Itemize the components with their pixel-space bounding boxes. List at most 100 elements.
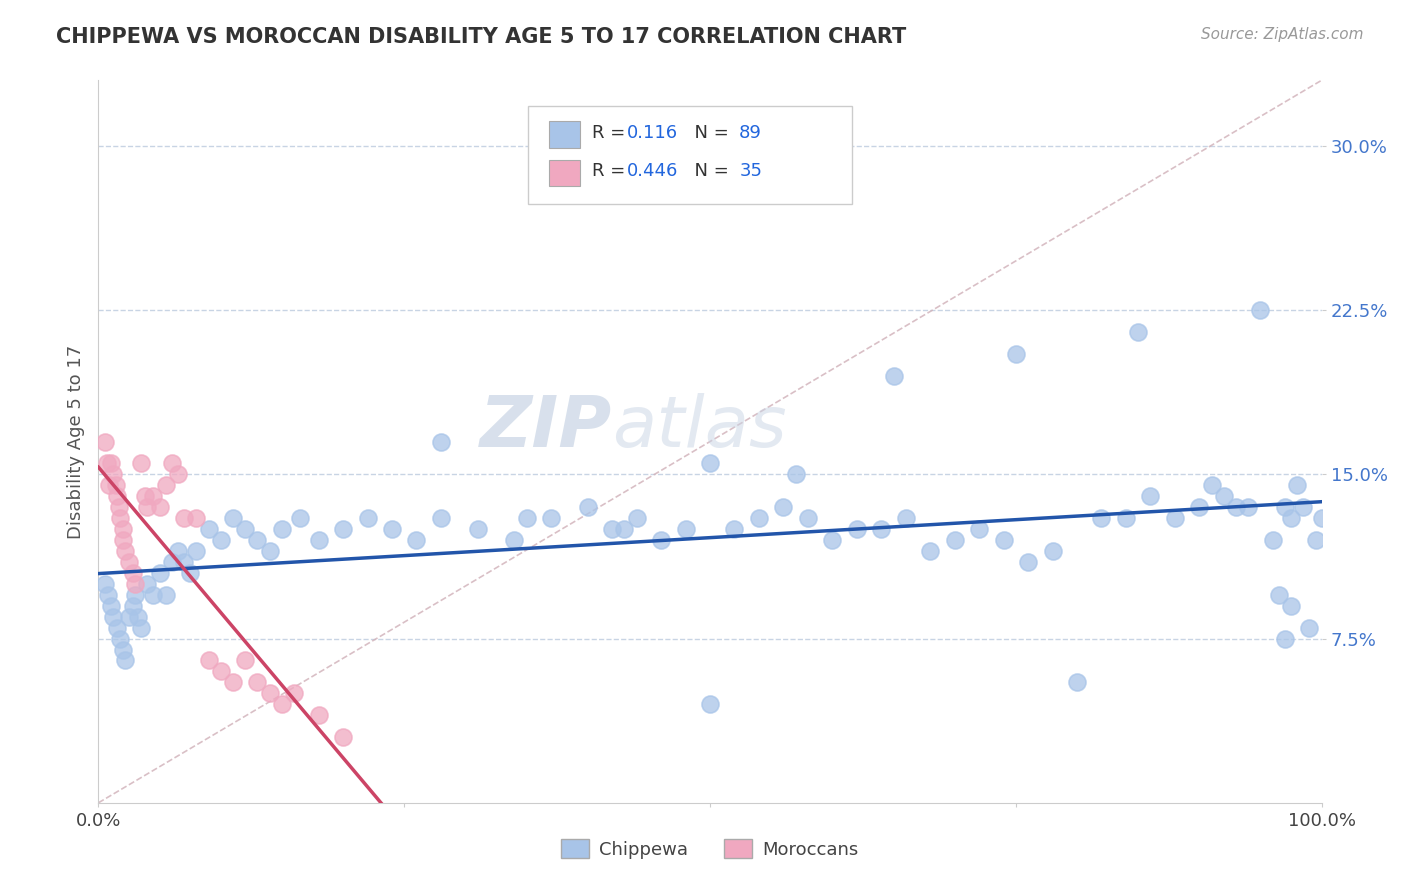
Point (1066, 675, 1088, 690)
Point (186, 511, 208, 525)
Point (785, 467, 807, 482)
Point (101, 467, 124, 482)
Point (197, 522, 219, 536)
Point (270, 698, 294, 712)
Point (613, 522, 636, 536)
Point (93, 577, 115, 591)
Text: R =: R = (592, 124, 630, 142)
Point (650, 533, 672, 547)
Point (110, 632, 132, 646)
Point (136, 500, 159, 515)
Point (308, 533, 330, 547)
Point (111, 642, 134, 657)
Point (160, 555, 183, 569)
Point (155, 588, 177, 602)
Point (100, 457, 122, 471)
Point (209, 533, 232, 547)
Legend: Chippewa, Moroccans: Chippewa, Moroccans (554, 832, 866, 866)
Point (883, 368, 905, 383)
Point (723, 522, 745, 536)
Point (1292, 500, 1315, 515)
Point (540, 511, 562, 525)
Point (699, 698, 721, 712)
Text: N =: N = (683, 124, 734, 142)
Point (121, 566, 143, 580)
Point (381, 522, 404, 536)
Point (920, 544, 942, 558)
Point (121, 599, 143, 613)
Point (626, 511, 648, 525)
Point (233, 653, 256, 667)
Point (748, 511, 770, 525)
Point (845, 522, 868, 536)
Point (105, 489, 128, 503)
Point (515, 511, 537, 525)
Point (149, 500, 172, 515)
Point (110, 511, 132, 525)
Point (1298, 621, 1320, 635)
Point (993, 533, 1015, 547)
Point (134, 489, 156, 503)
Text: 89: 89 (740, 124, 762, 142)
Point (142, 489, 165, 503)
Point (290, 511, 312, 525)
Point (943, 533, 966, 547)
Point (1237, 500, 1260, 515)
Point (283, 686, 305, 700)
Point (430, 511, 453, 525)
Point (503, 533, 526, 547)
Point (1017, 555, 1039, 569)
Text: ZIP: ZIP (479, 392, 612, 461)
Point (675, 522, 697, 536)
Point (405, 533, 427, 547)
Text: Source: ZipAtlas.com: Source: ZipAtlas.com (1201, 27, 1364, 42)
Text: 0.116: 0.116 (627, 124, 678, 142)
Point (118, 555, 141, 569)
Point (1268, 588, 1291, 602)
Point (332, 730, 354, 744)
Point (104, 478, 127, 492)
Point (1279, 511, 1302, 525)
Point (149, 566, 172, 580)
Point (1139, 489, 1161, 503)
Point (1004, 347, 1026, 361)
Point (124, 588, 146, 602)
Point (246, 533, 269, 547)
Point (114, 653, 136, 667)
Point (98, 478, 121, 492)
Point (118, 609, 141, 624)
Point (179, 566, 201, 580)
Text: 0.446: 0.446 (627, 162, 678, 180)
Point (173, 511, 195, 525)
Point (1042, 544, 1064, 558)
Text: CHIPPEWA VS MOROCCAN DISABILITY AGE 5 TO 17 CORRELATION CHART: CHIPPEWA VS MOROCCAN DISABILITY AGE 5 TO… (56, 27, 907, 46)
Point (1115, 511, 1137, 525)
Point (1188, 500, 1211, 515)
Point (1274, 632, 1296, 646)
Point (197, 653, 219, 667)
Point (821, 533, 844, 547)
Point (101, 609, 124, 624)
Point (699, 457, 721, 471)
Point (870, 522, 893, 536)
Point (1249, 303, 1271, 318)
Point (209, 665, 232, 679)
Text: 35: 35 (740, 162, 762, 180)
Point (600, 522, 623, 536)
Point (222, 511, 245, 525)
Point (233, 522, 256, 536)
Point (1201, 478, 1223, 492)
Text: atlas: atlas (612, 392, 787, 461)
Point (246, 675, 269, 690)
Point (111, 522, 134, 536)
Point (1279, 599, 1302, 613)
Point (332, 522, 354, 536)
Point (1305, 533, 1327, 547)
Point (186, 544, 208, 558)
Point (1286, 478, 1309, 492)
Point (772, 500, 794, 515)
Point (967, 522, 990, 536)
Text: R =: R = (592, 162, 630, 180)
Point (173, 555, 195, 569)
Point (1090, 511, 1112, 525)
